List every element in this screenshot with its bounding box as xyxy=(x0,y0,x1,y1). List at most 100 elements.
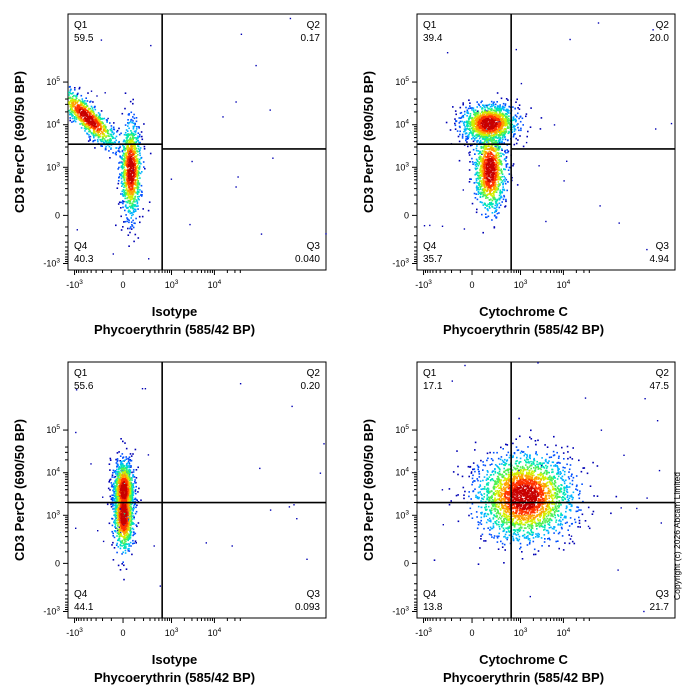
event-dot xyxy=(235,186,237,188)
event-dot xyxy=(457,135,460,138)
event-dot xyxy=(128,550,131,552)
event-dot xyxy=(85,124,87,127)
event-dot xyxy=(529,126,532,128)
event-dot xyxy=(137,170,140,172)
event-dot xyxy=(134,196,136,198)
event-dot xyxy=(80,100,82,103)
event-dot xyxy=(109,457,112,460)
event-dot xyxy=(81,122,83,125)
event-dot xyxy=(459,120,462,123)
event-dot xyxy=(471,107,474,109)
event-dot xyxy=(128,245,130,247)
event-dot xyxy=(496,145,498,147)
event-dot xyxy=(486,204,488,207)
event-dot xyxy=(497,109,499,112)
event-dot xyxy=(496,178,499,181)
event-dot xyxy=(459,133,461,136)
event-dot xyxy=(482,180,485,182)
event-dot xyxy=(137,208,139,210)
event-dot xyxy=(103,117,106,120)
event-dot xyxy=(494,159,497,162)
event-dot xyxy=(127,183,129,186)
event-dot xyxy=(104,139,106,142)
event-dot xyxy=(116,458,119,460)
event-dot xyxy=(81,107,83,109)
event-dot xyxy=(102,133,104,136)
event-dot xyxy=(135,120,138,123)
event-dot xyxy=(477,178,480,180)
event-dot xyxy=(116,187,119,189)
event-dot xyxy=(497,178,500,181)
event-dot xyxy=(483,187,485,190)
event-dot xyxy=(496,129,498,132)
event-dot xyxy=(467,134,469,137)
event-dot xyxy=(124,176,126,179)
event-dot xyxy=(81,103,84,105)
event-dot xyxy=(490,201,493,204)
event-dot xyxy=(114,515,117,518)
event-dot xyxy=(488,168,491,171)
event-dot xyxy=(488,123,490,125)
event-dot xyxy=(516,184,519,186)
event-dot xyxy=(118,526,121,528)
event-dot xyxy=(483,113,486,116)
event-dot xyxy=(91,110,93,113)
event-dot xyxy=(490,115,492,118)
event-dot xyxy=(483,151,485,153)
event-dot xyxy=(486,173,488,176)
event-dot xyxy=(132,126,135,129)
event-dot xyxy=(124,184,126,187)
event-dot xyxy=(126,142,129,145)
event-dot xyxy=(120,132,122,135)
event-dot xyxy=(132,128,135,130)
event-dot xyxy=(131,192,133,195)
event-dot xyxy=(508,109,510,112)
event-dot xyxy=(68,103,71,105)
event-dot xyxy=(507,108,509,111)
event-dot xyxy=(94,119,96,122)
event-dot xyxy=(465,129,467,131)
event-dot xyxy=(103,126,105,128)
event-dot xyxy=(91,127,94,130)
event-dot xyxy=(478,124,481,126)
event-dot xyxy=(477,125,480,128)
event-dot xyxy=(487,104,490,106)
event-dot xyxy=(492,172,495,175)
event-dot xyxy=(485,166,488,169)
event-dot xyxy=(73,103,75,106)
event-dot xyxy=(491,147,494,150)
event-dot xyxy=(84,112,86,115)
event-dot xyxy=(124,209,126,212)
event-dot xyxy=(481,162,484,164)
event-dot xyxy=(135,138,138,141)
event-dot xyxy=(88,130,90,133)
event-dot xyxy=(106,130,108,133)
event-dot xyxy=(482,191,484,194)
event-dot xyxy=(92,126,95,129)
event-dot xyxy=(494,112,496,114)
event-dot xyxy=(118,201,121,204)
event-dot xyxy=(116,473,119,475)
event-dot xyxy=(68,101,70,103)
event-dot xyxy=(132,154,134,157)
event-dot xyxy=(490,139,492,141)
event-dot xyxy=(87,110,89,113)
event-dot xyxy=(517,107,519,109)
event-dot xyxy=(480,118,482,120)
event-dot xyxy=(114,524,117,526)
event-dot xyxy=(92,122,94,124)
event-dot xyxy=(464,113,466,116)
event-dot xyxy=(131,496,134,498)
event-dot xyxy=(135,172,138,174)
event-dot xyxy=(132,198,135,200)
event-dot xyxy=(485,114,488,116)
event-dot xyxy=(138,150,141,152)
event-dot xyxy=(507,119,509,122)
event-dot xyxy=(125,163,127,165)
event-dot xyxy=(76,116,78,119)
event-dot xyxy=(491,105,493,108)
event-dot xyxy=(136,192,139,194)
event-dot xyxy=(478,192,481,195)
event-dot xyxy=(485,195,488,198)
event-dot xyxy=(485,172,487,175)
